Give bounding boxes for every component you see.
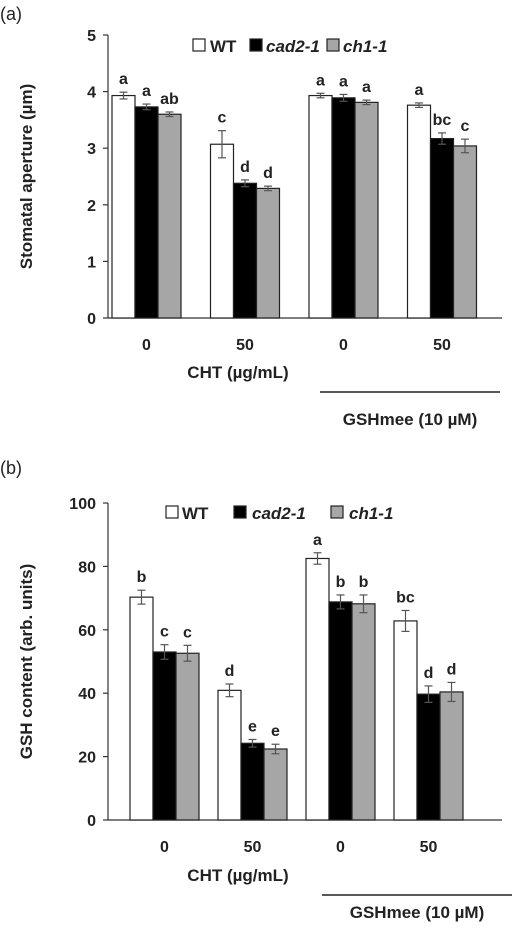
legend-swatch-ch1-1: [330, 505, 344, 519]
legend-swatch-WT: [192, 38, 206, 52]
significance-letter: a: [339, 73, 348, 90]
y-tick-label: 80: [78, 559, 96, 576]
bar-WT: [209, 143, 235, 319]
bar-WT: [305, 557, 330, 821]
y-tick-label: 20: [78, 750, 96, 767]
y-tick-label: 2: [87, 198, 96, 215]
significance-letter: ab: [160, 91, 179, 108]
panel-label: (b): [0, 458, 22, 478]
y-tick-label: 3: [87, 141, 96, 158]
bar-ch1-1: [439, 691, 464, 821]
y-tick-label: 4: [87, 85, 96, 102]
significance-letter: a: [415, 82, 424, 99]
significance-letter: a: [142, 83, 151, 100]
significance-letter: a: [316, 72, 325, 89]
x-tick-label: 50: [420, 839, 438, 856]
y-tick-label: 60: [78, 623, 96, 640]
bar-WT: [111, 94, 136, 319]
legend-swatch-cad2-1: [249, 38, 263, 52]
significance-letter: d: [447, 661, 457, 678]
y-axis-label: Stomatal aperture (µm): [17, 84, 36, 270]
bar-cad2-1: [429, 137, 455, 319]
significance-letter: b: [137, 569, 147, 586]
bar-ch1-1: [157, 113, 182, 319]
legend-label: ch1-1: [343, 37, 387, 56]
significance-letter: b: [336, 574, 346, 591]
x-tick-label: 50: [236, 337, 254, 354]
y-tick-label: 0: [87, 311, 96, 328]
significance-letter: a: [362, 79, 371, 96]
significance-letter: bc: [433, 112, 452, 129]
group-label: GSHmee (10 µM): [350, 903, 485, 922]
bar-cad2-1: [232, 182, 258, 319]
significance-letter: c: [218, 110, 227, 127]
bar-WT: [217, 689, 242, 821]
significance-letter: c: [160, 624, 169, 641]
significance-letter: d: [263, 165, 273, 182]
significance-letter: a: [119, 71, 128, 88]
y-axis-label: GSH content (arb. units): [17, 564, 36, 760]
significance-letter: d: [225, 663, 235, 680]
significance-letter: a: [313, 532, 322, 549]
legend-label: cad2-1: [252, 504, 306, 523]
y-tick-label: 0: [87, 813, 96, 830]
y-tick-label: 1: [87, 254, 96, 271]
x-tick-label: 0: [336, 839, 345, 856]
significance-letter: b: [359, 574, 369, 591]
significance-letter: e: [248, 718, 257, 735]
y-tick-label: 40: [78, 686, 96, 703]
bar-ch1-1: [351, 603, 376, 821]
bar-cad2-1: [416, 693, 441, 821]
significance-letter: d: [240, 159, 250, 176]
bar-cad2-1: [134, 106, 159, 319]
legend-swatch-cad2-1: [233, 505, 247, 519]
significance-letter: d: [424, 665, 434, 682]
bar-ch1-1: [263, 748, 288, 821]
significance-letter: bc: [396, 589, 415, 606]
bar-ch1-1: [255, 187, 281, 319]
panel-label: (a): [0, 4, 22, 24]
legend-label: WT: [210, 37, 237, 56]
y-tick-label: 100: [69, 496, 96, 513]
x-axis-label: CHT (µg/mL): [187, 363, 288, 382]
legend-label: WT: [182, 504, 209, 523]
legend-swatch-ch1-1: [326, 38, 340, 52]
bar-ch1-1: [452, 145, 478, 319]
bar-cad2-1: [331, 97, 356, 319]
significance-letter: e: [271, 723, 280, 740]
significance-letter: c: [461, 118, 470, 135]
bar-WT: [129, 596, 154, 821]
legend-swatch-WT: [165, 505, 179, 519]
legend-label: ch1-1: [349, 504, 393, 523]
x-tick-label: 50: [244, 839, 262, 856]
chart-panel-b: (b) 0 20 40 60 80 100 GSH content (arb. units) b…: [0, 458, 512, 922]
bar-cad2-1: [152, 651, 177, 821]
legend-label: cad2-1: [266, 37, 320, 56]
bar-cad2-1: [240, 742, 265, 821]
bar-WT: [406, 104, 432, 319]
x-tick-label: 50: [433, 337, 451, 354]
bar-ch1-1: [175, 652, 200, 821]
bar-WT: [393, 620, 418, 821]
x-tick-label: 0: [160, 839, 169, 856]
bar-cad2-1: [328, 601, 353, 821]
y-tick-label: 5: [87, 28, 96, 45]
x-tick-label: 0: [142, 337, 151, 354]
x-axis-label: CHT (µg/mL): [187, 866, 288, 885]
x-tick-label: 0: [339, 337, 348, 354]
significance-letter: c: [183, 624, 192, 641]
bar-WT: [308, 94, 333, 319]
bar-ch1-1: [354, 101, 379, 319]
group-label: GSHmee (10 µM): [343, 410, 478, 429]
